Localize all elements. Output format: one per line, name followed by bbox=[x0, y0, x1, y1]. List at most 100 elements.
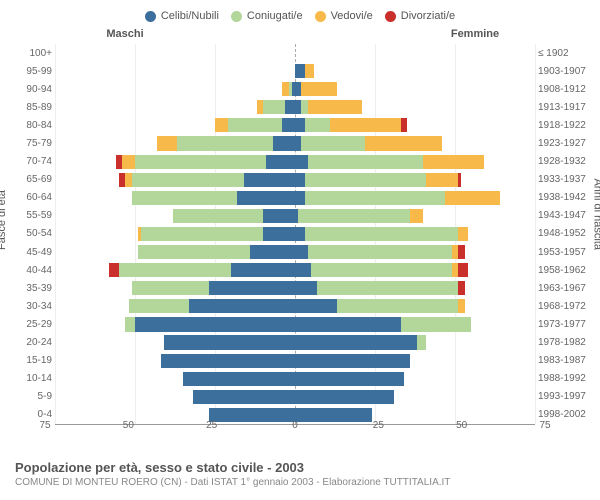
age-label: 40-44 bbox=[10, 265, 55, 276]
birth-year-label: 1958-1962 bbox=[535, 265, 593, 276]
segment-con bbox=[311, 263, 452, 277]
segment-div bbox=[458, 173, 461, 187]
birth-year-label: 1938-1942 bbox=[535, 192, 593, 203]
legend-swatch bbox=[315, 11, 326, 22]
age-label: 25-29 bbox=[10, 319, 55, 330]
legend-label: Vedovi/e bbox=[331, 10, 373, 22]
segment-con bbox=[228, 118, 282, 132]
female-bar bbox=[295, 209, 535, 223]
header-female: Femmine bbox=[300, 28, 590, 40]
female-bar bbox=[295, 335, 535, 349]
age-row: 95-991903-1907 bbox=[55, 62, 535, 80]
segment-con bbox=[173, 209, 263, 223]
male-bar bbox=[55, 100, 295, 114]
segment-cel bbox=[295, 317, 401, 331]
segment-ved bbox=[305, 64, 315, 78]
age-row: 85-891913-1917 bbox=[55, 98, 535, 116]
birth-year-label: 1908-1912 bbox=[535, 84, 593, 95]
age-row: 100+≤ 1902 bbox=[55, 44, 535, 62]
male-bar bbox=[55, 82, 295, 96]
x-tick-label: 0 bbox=[292, 420, 298, 431]
age-label: 95-99 bbox=[10, 66, 55, 77]
x-axis: 7550250255075 bbox=[45, 420, 545, 435]
segment-ved bbox=[330, 118, 400, 132]
age-label: 80-84 bbox=[10, 120, 55, 131]
female-bar bbox=[295, 263, 535, 277]
x-tick-label: 75 bbox=[539, 420, 550, 431]
birth-year-label: 1903-1907 bbox=[535, 66, 593, 77]
age-row: 55-591943-1947 bbox=[55, 207, 535, 225]
age-label: 100+ bbox=[10, 48, 55, 59]
male-bar bbox=[55, 155, 295, 169]
birth-year-label: 1933-1937 bbox=[535, 174, 593, 185]
segment-con bbox=[401, 317, 471, 331]
segment-con bbox=[317, 281, 458, 295]
male-bar bbox=[55, 118, 295, 132]
male-bar bbox=[55, 227, 295, 241]
segment-con bbox=[301, 136, 365, 150]
segment-con bbox=[308, 155, 423, 169]
legend-label: Coniugati/e bbox=[247, 10, 303, 22]
birth-year-label: 1963-1967 bbox=[535, 283, 593, 294]
segment-cel bbox=[295, 299, 337, 313]
age-label: 10-14 bbox=[10, 373, 55, 384]
segment-cel bbox=[164, 335, 295, 349]
segment-con bbox=[135, 155, 266, 169]
female-bar bbox=[295, 317, 535, 331]
legend-item: Coniugati/e bbox=[231, 10, 303, 22]
birth-year-label: 1928-1932 bbox=[535, 156, 593, 167]
segment-con bbox=[141, 227, 263, 241]
birth-year-label: 1988-1992 bbox=[535, 373, 593, 384]
segment-cel bbox=[263, 209, 295, 223]
segment-con bbox=[305, 191, 446, 205]
segment-con bbox=[305, 118, 331, 132]
birth-year-label: 1983-1987 bbox=[535, 355, 593, 366]
segment-con bbox=[125, 317, 135, 331]
chart-subtitle: COMUNE DI MONTEU ROERO (CN) - Dati ISTAT… bbox=[15, 477, 450, 488]
female-bar bbox=[295, 390, 535, 404]
segment-cel bbox=[295, 64, 305, 78]
legend-item: Divorziati/e bbox=[385, 10, 455, 22]
age-row: 10-141988-1992 bbox=[55, 370, 535, 388]
segment-div bbox=[458, 281, 464, 295]
age-label: 65-69 bbox=[10, 174, 55, 185]
segment-ved bbox=[365, 136, 442, 150]
age-label: 30-34 bbox=[10, 301, 55, 312]
segment-div bbox=[109, 263, 119, 277]
female-bar bbox=[295, 299, 535, 313]
male-bar bbox=[55, 136, 295, 150]
female-bar bbox=[295, 281, 535, 295]
female-bar bbox=[295, 173, 535, 187]
yaxis-right-title: Anni di nascita bbox=[592, 178, 600, 250]
age-label: 5-9 bbox=[10, 391, 55, 402]
male-bar bbox=[55, 173, 295, 187]
segment-cel bbox=[285, 100, 295, 114]
legend-swatch bbox=[231, 11, 242, 22]
female-bar bbox=[295, 100, 535, 114]
segment-ved bbox=[458, 227, 468, 241]
segment-cel bbox=[295, 263, 311, 277]
x-tick-label: 50 bbox=[456, 420, 467, 431]
female-bar bbox=[295, 191, 535, 205]
segment-cel bbox=[237, 191, 295, 205]
legend-label: Divorziati/e bbox=[401, 10, 455, 22]
age-label: 55-59 bbox=[10, 210, 55, 221]
population-pyramid-chart: Celibi/NubiliConiugati/eVedovi/eDivorzia… bbox=[0, 0, 600, 500]
segment-cel bbox=[250, 245, 295, 259]
segment-con bbox=[305, 227, 459, 241]
segment-div bbox=[458, 245, 464, 259]
male-bar bbox=[55, 245, 295, 259]
birth-year-label: 1993-1997 bbox=[535, 391, 593, 402]
birth-year-label: 1948-1952 bbox=[535, 228, 593, 239]
male-bar bbox=[55, 46, 295, 60]
age-label: 0-4 bbox=[10, 409, 55, 420]
age-row: 50-541948-1952 bbox=[55, 225, 535, 243]
birth-year-label: 1918-1922 bbox=[535, 120, 593, 131]
chart-title: Popolazione per età, sesso e stato civil… bbox=[15, 460, 450, 475]
age-row: 35-391963-1967 bbox=[55, 279, 535, 297]
segment-cel bbox=[295, 155, 308, 169]
age-row: 80-841918-1922 bbox=[55, 116, 535, 134]
segment-con bbox=[298, 209, 410, 223]
female-bar bbox=[295, 136, 535, 150]
age-row: 75-791923-1927 bbox=[55, 134, 535, 152]
